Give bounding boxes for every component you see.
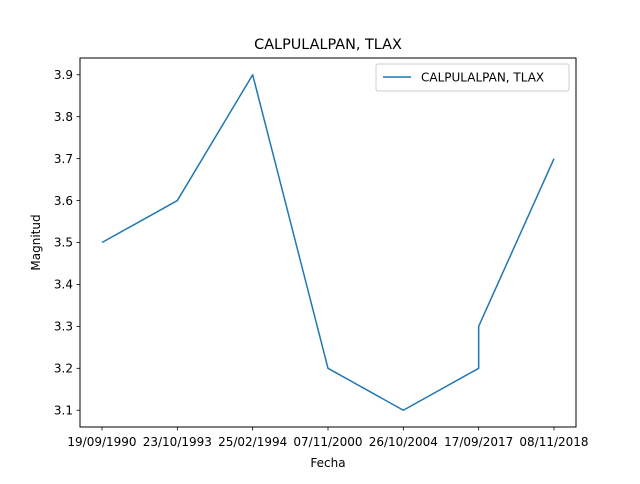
chart-title: CALPULALPAN, TLAX: [254, 37, 402, 53]
y-tick-label: 3.3: [54, 320, 73, 334]
x-tick-label: 17/09/2017: [444, 435, 513, 449]
y-tick-label: 3.7: [54, 152, 73, 166]
x-tick-label: 23/10/1993: [143, 435, 212, 449]
x-tick-label: 26/10/2004: [369, 435, 438, 449]
y-tick-label: 3.2: [54, 361, 73, 375]
x-tick-label: 08/11/2018: [519, 435, 588, 449]
y-tick-label: 3.6: [54, 194, 73, 208]
x-tick-label: 19/09/1990: [67, 435, 136, 449]
y-tick-label: 3.4: [54, 278, 73, 292]
y-tick-label: 3.5: [54, 236, 73, 250]
legend-label: CALPULALPAN, TLAX: [421, 71, 544, 85]
y-axis-label: Magnitud: [29, 214, 43, 270]
x-axis-label: Fecha: [310, 456, 345, 470]
y-tick-label: 3.8: [54, 110, 73, 124]
y-tick-label: 3.9: [54, 68, 73, 82]
x-tick-label: 07/11/2000: [293, 435, 362, 449]
x-tick-label: 25/02/1994: [218, 435, 287, 449]
legend: CALPULALPAN, TLAX: [376, 64, 569, 91]
y-tick-label: 3.1: [54, 403, 73, 417]
